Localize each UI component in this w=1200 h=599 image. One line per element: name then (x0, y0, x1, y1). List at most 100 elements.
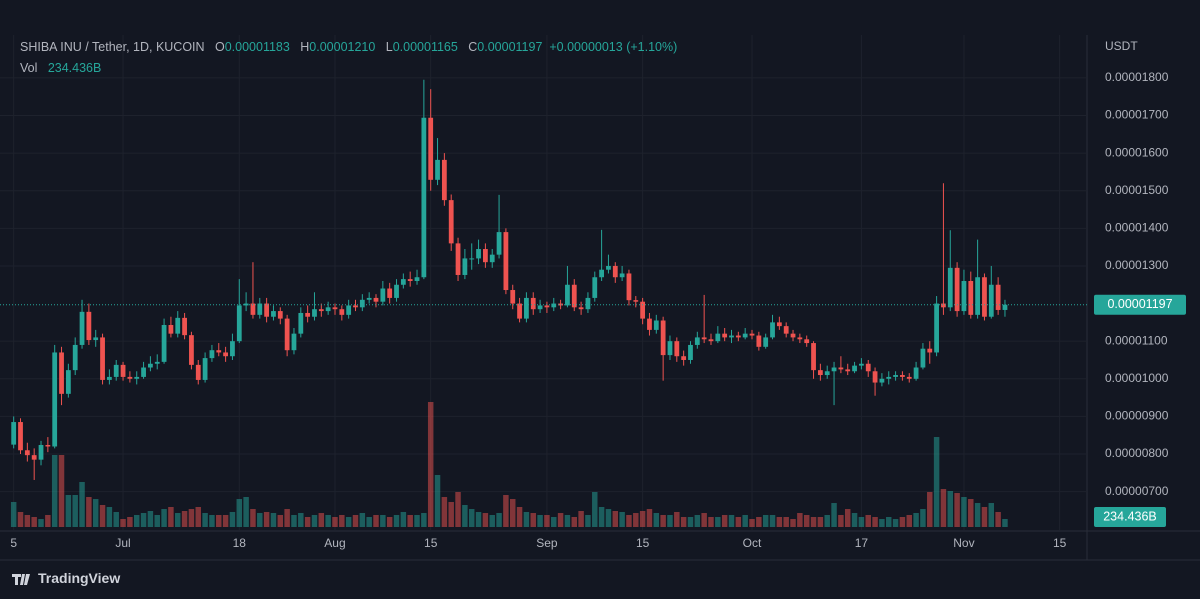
volume-bar (373, 514, 379, 527)
volume-bar (680, 517, 687, 527)
candle-body (975, 277, 981, 315)
volume-bar (906, 514, 912, 527)
x-tick-label: Aug (324, 536, 345, 550)
candle-body (59, 352, 64, 394)
volume-bar (557, 513, 564, 527)
candle-body (223, 352, 228, 357)
volume-bar (175, 513, 181, 527)
volume-bar (414, 514, 420, 527)
candle-body (257, 303, 263, 315)
x-tick-label: Nov (953, 536, 974, 550)
y-tick-label: 0.00001100 (1105, 333, 1168, 347)
y-tick-label: 0.00001600 (1105, 145, 1169, 159)
candle-body (428, 117, 434, 180)
candle-body (93, 337, 99, 341)
candle-body (653, 320, 659, 330)
x-tick-label: 15 (636, 536, 650, 550)
candle-body (134, 376, 140, 379)
volume-bar (510, 499, 516, 527)
candle-body (872, 371, 878, 383)
volume-bar (243, 497, 249, 527)
candle-body (763, 337, 769, 347)
candle-body (995, 284, 1001, 310)
candle-body (24, 450, 30, 456)
candle-body (18, 422, 23, 451)
volume-bar (106, 507, 113, 527)
candle-body (886, 376, 892, 379)
volume-bar (147, 510, 154, 527)
candle-body (565, 284, 570, 306)
candle-body (838, 367, 844, 370)
candle-body (633, 300, 639, 302)
brand: TradingView (38, 570, 121, 586)
volume-bar (352, 514, 359, 527)
candle-body (469, 258, 475, 260)
volume-bar (277, 514, 284, 527)
volume-bar (653, 513, 660, 527)
volume-bar (195, 507, 201, 527)
volume-bar (626, 514, 632, 527)
volume-bar (263, 511, 270, 527)
volume-bar (708, 517, 714, 527)
volume-bar (940, 489, 947, 527)
candle-body (482, 249, 488, 263)
candle-body (318, 309, 324, 312)
volume-bar (407, 514, 413, 527)
candle-body (756, 335, 762, 347)
volume-bar (865, 514, 871, 527)
volume-bar (181, 510, 188, 527)
candle-body (510, 290, 516, 304)
volume-bar (304, 517, 311, 527)
candle-body (660, 320, 666, 356)
x-tick-label: 5 (10, 536, 17, 550)
candle-body (86, 311, 92, 341)
volume-bar (749, 519, 755, 527)
volume-bar (585, 514, 591, 527)
volume-bar (24, 514, 31, 527)
volume-bar (188, 509, 195, 527)
volume-bar (120, 519, 126, 527)
candle-body (783, 326, 789, 334)
volume-bar (468, 509, 475, 527)
volume-bar (503, 494, 509, 527)
candle-body (729, 335, 734, 338)
candle-body (455, 243, 461, 275)
volume-bar (721, 514, 728, 527)
legend-line: SHIBA INU / Tether, 1D, KUCOIN O0.000011… (20, 40, 677, 54)
volume-bar (318, 513, 325, 527)
candle-body (831, 367, 837, 372)
candle-body (52, 352, 58, 447)
volume-bar (516, 507, 523, 527)
candle-body (400, 279, 406, 285)
volume-bar (797, 513, 803, 527)
volume-bar (38, 519, 44, 527)
volume-bar (482, 513, 489, 527)
candle-body (72, 344, 78, 371)
volume-bar (633, 513, 639, 527)
candle-body (749, 333, 755, 336)
candle-body (893, 375, 898, 377)
volume-bar (222, 514, 229, 527)
volume-bar (551, 517, 557, 527)
volume-bar (578, 510, 584, 527)
volume-bar (605, 509, 612, 527)
volume-bar (769, 514, 776, 527)
candle-body (879, 378, 885, 383)
y-tick-label: 0.00001300 (1105, 258, 1169, 272)
x-tick-label: 17 (855, 536, 869, 550)
volume-bar (229, 511, 236, 527)
last-price-box (1094, 294, 1186, 315)
candle-body (175, 317, 181, 334)
volume-bar (735, 517, 742, 527)
x-tick-label: Sep (536, 536, 558, 550)
volume-bar (17, 511, 24, 527)
volume-bar (393, 514, 400, 527)
candle-body (1002, 304, 1008, 310)
close-label: C (468, 40, 478, 54)
candle-body (592, 277, 598, 298)
candle-body (366, 297, 372, 300)
x-tick-label: 15 (424, 536, 438, 550)
candle-body (441, 159, 447, 201)
volume-bar (646, 509, 653, 527)
